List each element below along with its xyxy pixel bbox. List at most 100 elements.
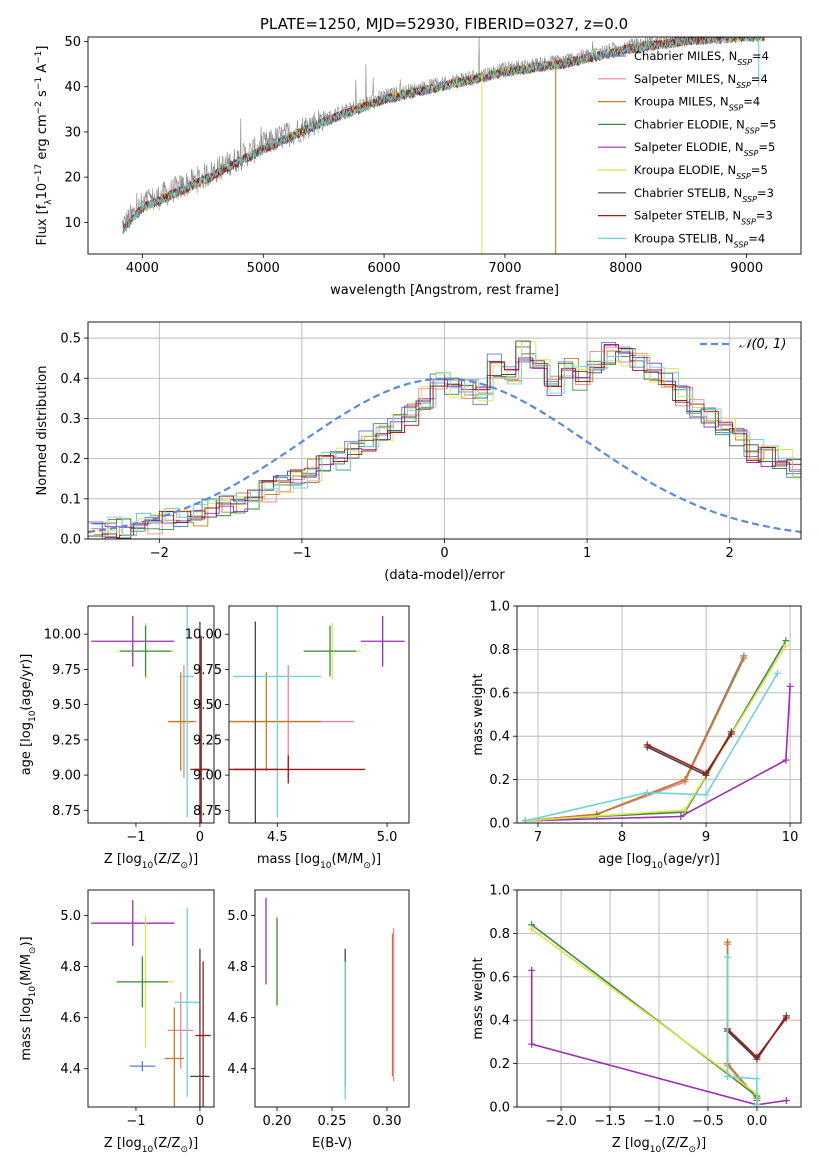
axes-frame	[87, 36, 802, 255]
residual-histogram	[93, 349, 801, 537]
error-bar-point	[233, 606, 322, 818]
legend-entry: Kroupa ELODIE, NSSP=5	[634, 163, 768, 181]
error-bar-point	[164, 1007, 184, 1107]
y-tick-label: 9.50	[52, 698, 81, 713]
x-tick-label: 4.5	[267, 830, 288, 845]
y-tick-label: 0.5	[60, 332, 81, 347]
y-tick-label: 10	[64, 216, 81, 231]
y-tick-label: 4.8	[60, 960, 81, 975]
x-tick-label: 0	[440, 546, 448, 561]
mass-weight-marker	[528, 1040, 536, 1048]
mass-weight-marker	[681, 806, 689, 814]
legend-entry: Chabrier MILES, NSSP=4	[634, 49, 769, 67]
x-tick-label: −2.0	[545, 1114, 577, 1129]
x-tick-label: −0.5	[692, 1114, 724, 1129]
x-tick-label: −1.0	[643, 1114, 675, 1129]
error-bar-point	[174, 907, 200, 1097]
x-tick-label: −1.5	[594, 1114, 626, 1129]
y-tick-label: 9.25	[193, 733, 222, 748]
mass-weight-marker	[740, 654, 748, 662]
y-tick-label: 4.8	[227, 960, 248, 975]
mass-weight-marker	[782, 1014, 790, 1022]
residuals-legend: 𝒩(0, 1)	[700, 337, 786, 352]
error-bar-point	[303, 625, 357, 677]
y-tick-label: 9.75	[193, 663, 222, 678]
mass-weight-marker	[724, 953, 732, 961]
y-axis-label: mass weight	[471, 957, 486, 1039]
y-tick-label: 4.4	[227, 1062, 248, 1077]
x-tick-label: 0	[196, 1114, 204, 1129]
y-tick-label: 0.6	[489, 970, 510, 985]
y-tick-label: 0.3	[60, 412, 81, 427]
y-tick-label: 9.00	[193, 769, 222, 784]
error-bar-point	[129, 1061, 156, 1072]
mass-weight-marker	[786, 682, 794, 690]
normal-distribution-curve	[88, 377, 801, 534]
x-tick-label: 5.0	[377, 830, 398, 845]
x-tick-label: 7	[534, 830, 542, 845]
mass-weight-marker	[643, 789, 651, 797]
y-tick-label: 9.75	[52, 663, 81, 678]
mass-weight-marker	[702, 791, 710, 799]
y-tick-label: 0.4	[489, 730, 510, 745]
x-tick-label: 1	[583, 546, 591, 561]
mass-weight-line	[525, 657, 745, 822]
mass-weight-line	[525, 657, 745, 822]
axes-frame	[87, 321, 802, 540]
y-tick-label: 0.6	[489, 686, 510, 701]
mass-weight-line	[531, 928, 758, 1105]
x-axis-label: Z [log10(Z/Z⊙)]	[104, 852, 198, 871]
age-vs-metallicity-panel: −1 0 8.75 9.00 9.25 9.50 9.75 10.00 Z [log10(Z/Z…	[19, 605, 215, 871]
residual-histogram	[88, 340, 801, 539]
mass-weight-marker	[782, 756, 790, 764]
y-tick-label: 0.2	[60, 452, 81, 467]
y-tick-label: 0.0	[60, 533, 81, 548]
x-tick-label: 6000	[368, 261, 401, 276]
legend-entry: Chabrier ELODIE, NSSP=5	[634, 117, 776, 135]
mass-weight-line	[525, 644, 787, 822]
x-tick-label: 0.0	[747, 1114, 768, 1129]
x-axis-label: Z [log10(Z/Z⊙)]	[104, 1136, 198, 1155]
y-axis-label: Normed distribution	[35, 366, 50, 496]
y-tick-label: 0.2	[489, 1057, 510, 1072]
mass-weight-marker	[528, 925, 536, 933]
age-vs-mass-panel: 4.5 5.0 8.75 9.00 9.25 9.50 9.75 10.00 mass [log…	[185, 605, 410, 871]
residual-histogram	[90, 344, 801, 539]
x-tick-label: 8	[618, 830, 626, 845]
mass-vs-metallicity-panel: −1 0 4.4 4.6 4.8 5.0 Z [log10(Z/Z⊙)] mass [log1…	[19, 889, 215, 1155]
y-tick-label: 4.6	[60, 1011, 81, 1026]
y-tick-label: 4.4	[60, 1062, 81, 1077]
y-tick-label: 0.2	[489, 773, 510, 788]
mass-weight-marker	[528, 966, 536, 974]
x-tick-label: 0.25	[318, 1114, 347, 1129]
y-tick-label: 1.0	[489, 600, 510, 615]
x-axis-label: Z [log10(Z/Z⊙)]	[612, 1136, 706, 1155]
x-tick-label: 9000	[730, 261, 763, 276]
residuals-panel: −2 −1 0 1 2 0.0 0.1 0.2 0.3 0.4 0.5 (data-model)/er…	[35, 321, 802, 583]
error-bar-point	[193, 635, 209, 823]
y-tick-label: 5.0	[227, 909, 248, 924]
mass-vs-extinction-panel: 0.20 0.25 0.30 4.4 4.6 4.8 5.0 E(B-V)	[227, 889, 410, 1151]
mass-weight-line	[530, 970, 787, 1106]
y-tick-label: 0.4	[489, 1014, 510, 1029]
y-tick-label: 0.0	[489, 1101, 510, 1116]
figure-title: PLATE=1250, MJD=52930, FIBERID=0327, z=0…	[260, 15, 628, 33]
y-tick-label: 9.50	[193, 698, 222, 713]
mass-weight-marker	[782, 641, 790, 649]
error-bar-point	[229, 755, 366, 784]
x-axis-label: mass [log10(M/M⊙)]	[257, 852, 381, 871]
x-tick-label: −1	[126, 1114, 145, 1129]
error-bar-point	[180, 606, 194, 818]
x-tick-label: −2	[150, 546, 169, 561]
mass-weight-marker	[753, 1075, 761, 1083]
x-axis-label: wavelength [Angstrom, rest frame]	[330, 283, 559, 298]
x-axis-label: (data-model)/error	[384, 568, 505, 583]
x-axis-label: age [log10(age/yr)]	[598, 852, 720, 871]
y-tick-label: 0.8	[489, 643, 510, 658]
x-tick-label: 0.20	[263, 1114, 292, 1129]
residual-histogram	[93, 341, 801, 536]
axes-frame	[516, 889, 802, 1108]
mass-weight-line	[525, 672, 779, 822]
x-tick-label: 7000	[488, 261, 521, 276]
x-tick-label: −1	[292, 546, 311, 561]
